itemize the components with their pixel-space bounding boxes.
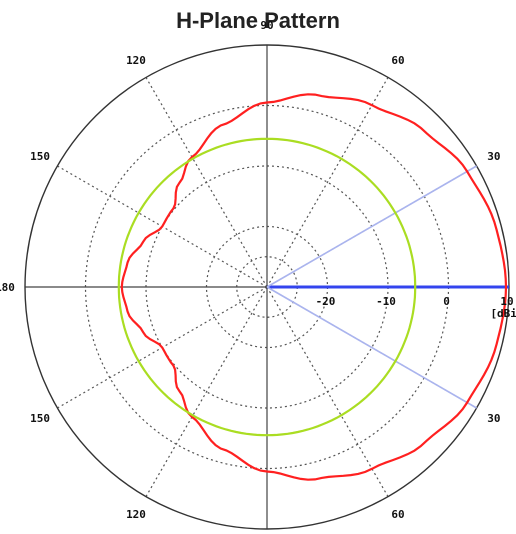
angular-tick-label: 120 [126,508,146,521]
angular-tick-label: 150 [30,150,50,163]
chart-title: H-Plane Pattern [176,8,340,33]
radial-unit-label: [dBi] [490,307,516,320]
angular-tick-label: 60 [391,54,404,67]
angular-tick-label: 180 [0,281,15,294]
angular-tick-label: 30 [487,150,500,163]
grid-spoke [145,77,268,288]
radial-tick-label: 0 [443,295,450,308]
angular-tick-label: 150 [30,412,50,425]
pattern-curve [120,93,508,481]
angular-tick-label: 60 [391,508,404,521]
grid-spoke [145,286,268,497]
reference-line [266,165,477,288]
angular-tick-label: 120 [126,54,146,67]
radial-tick-label: 10 [500,295,513,308]
reference-line [266,286,477,409]
radial-tick-label: -10 [376,295,396,308]
grid-spoke [266,286,389,497]
grid-spoke [266,77,389,288]
angular-tick-label: 90 [260,19,273,32]
angular-tick-label: 30 [487,412,500,425]
radial-tick-label: -20 [316,295,336,308]
reference-circle-curve [117,137,417,437]
